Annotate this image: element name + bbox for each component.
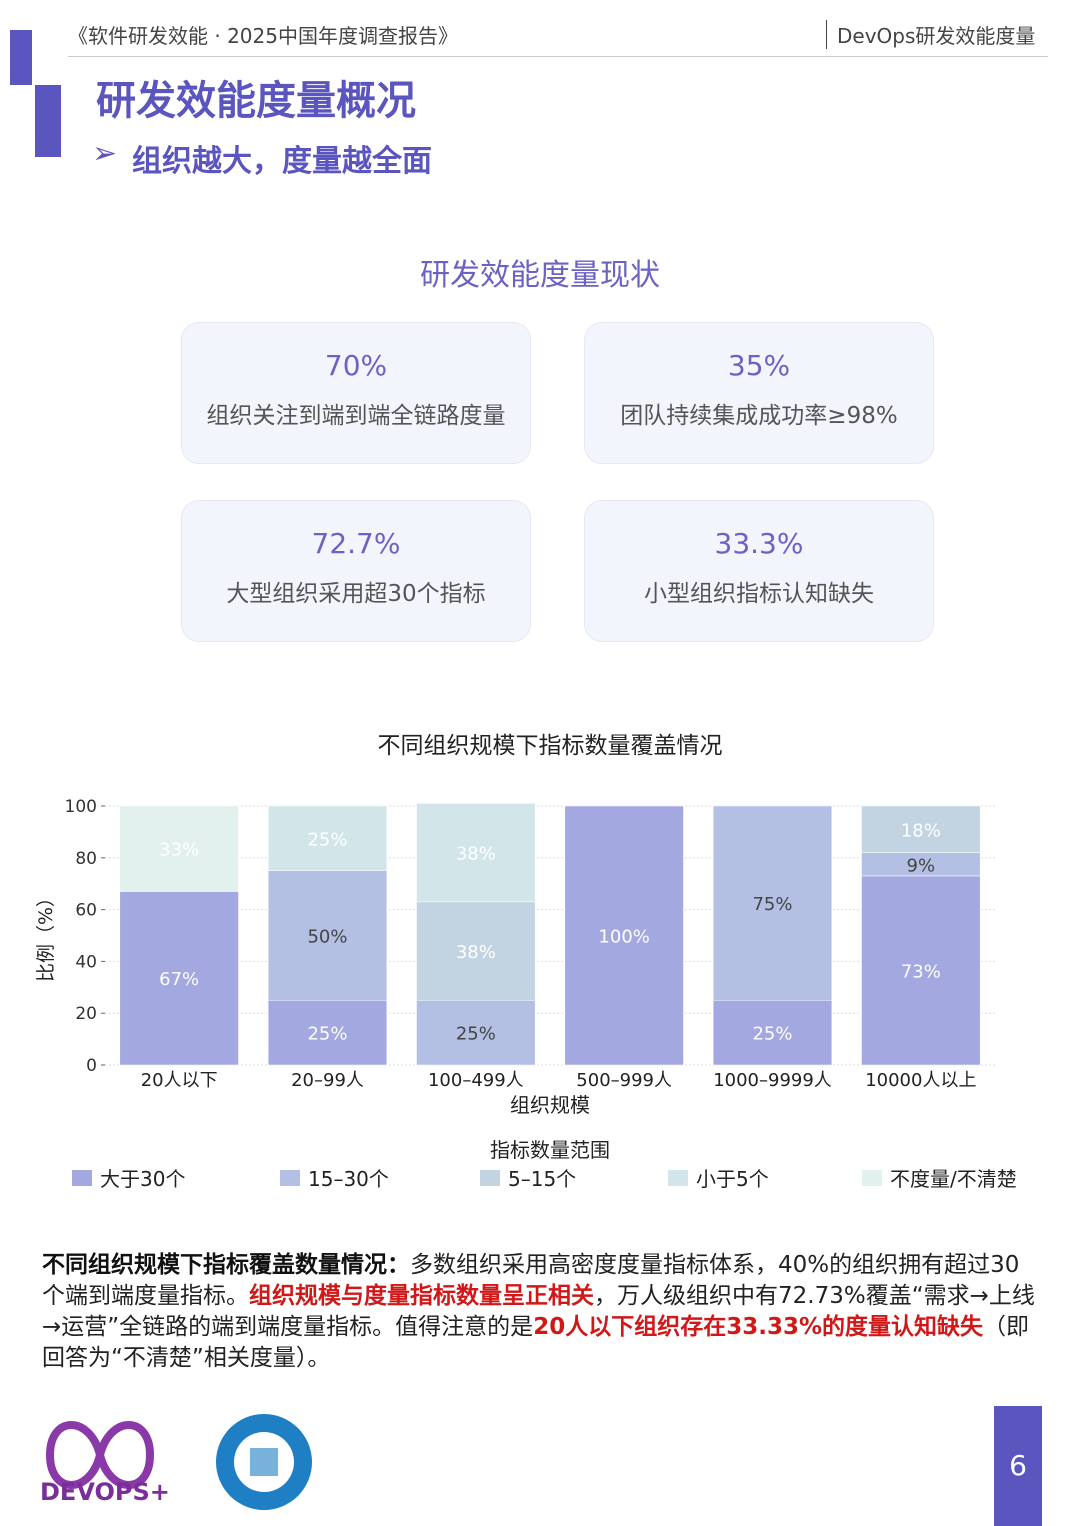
- value-label: 25%: [456, 1024, 496, 1045]
- value-label: 25%: [752, 1024, 792, 1045]
- y-tick-label: 0: [86, 1056, 97, 1076]
- x-axis-label: 组织规模: [510, 1093, 590, 1117]
- value-label: 73%: [901, 961, 941, 982]
- value-label: 33%: [159, 840, 199, 861]
- y-axis-label: 比例（%）: [35, 888, 57, 982]
- title: 研发效能度量概况: [96, 78, 416, 124]
- value-label: 50%: [307, 927, 347, 948]
- legend-swatch: [480, 1170, 500, 1186]
- logo-text: DEVOPS+: [40, 1478, 170, 1506]
- bar-segment: [267, 805, 388, 871]
- legend-swatch: [280, 1170, 300, 1186]
- stat-label: 团队持续集成成功率≥98%: [620, 403, 898, 429]
- text-run: 多数组织采用高密度度量指标体系，40%的组织拥有超过30个端到端度量指标。: [42, 1252, 1020, 1309]
- seal-logo: [216, 1414, 312, 1510]
- value-label: 18%: [901, 820, 941, 841]
- value-label: 75%: [752, 894, 792, 915]
- header-section: DevOps研发效能度量: [826, 20, 1035, 49]
- bar-segment: [416, 1000, 536, 1066]
- text-run: 不同组织规模下指标覆盖数量情况：: [42, 1252, 410, 1278]
- stat-card: 33.3% 小型组织指标认知缺失: [584, 500, 934, 642]
- x-tick-label: 20人以下: [141, 1070, 218, 1091]
- decor: [10, 30, 32, 85]
- x-tick-label: 20–99人: [291, 1070, 364, 1091]
- bar-segment: [861, 805, 981, 853]
- bar-segment: [712, 1000, 833, 1066]
- y-tick-label: 80: [75, 849, 97, 869]
- bar-segment: [119, 805, 239, 892]
- stat-value: 33.3%: [714, 527, 804, 560]
- text-run: ，万人级组织中有72.73%覆盖“需求→上线→运营”全链路的端到端度量指标。值得…: [42, 1283, 1035, 1340]
- stat-card: 35% 团队持续集成成功率≥98%: [584, 322, 934, 464]
- stat-card: 72.7% 大型组织采用超30个指标: [181, 500, 531, 642]
- y-tick-label: 60: [75, 901, 97, 921]
- legend-label: 5–15个: [508, 1167, 576, 1191]
- legend-label: 15–30个: [308, 1167, 389, 1191]
- decor: [35, 85, 61, 157]
- stat-value: 72.7%: [311, 527, 401, 560]
- rule: [68, 56, 1048, 57]
- header-report: 《软件研发效能 · 2025中国年度调查报告》: [68, 24, 458, 48]
- value-label: 38%: [456, 942, 496, 963]
- value-label: 67%: [159, 969, 199, 990]
- bar-segment: [861, 875, 981, 1066]
- legend-label: 小于5个: [696, 1167, 769, 1191]
- stat-label: 大型组织采用超30个指标: [226, 581, 486, 607]
- page-number: 6: [994, 1406, 1042, 1526]
- text-run: （即回答为“不清楚”相关度量）。: [42, 1314, 1029, 1371]
- x-tick-label: 100–499人: [428, 1070, 524, 1091]
- arrow: ➢: [92, 136, 118, 171]
- x-tick-label: 1000–9999人: [713, 1070, 832, 1091]
- y-tick-label: 40: [75, 952, 97, 972]
- section-title: 研发效能度量现状: [420, 258, 660, 293]
- value-label: 25%: [307, 1024, 347, 1045]
- bar-segment: [416, 803, 536, 903]
- value-label: 100%: [598, 927, 649, 948]
- bar-segment: [712, 805, 833, 1001]
- bar-segment: [564, 805, 684, 1066]
- stat-value: 70%: [324, 349, 388, 382]
- bar-segment: [416, 901, 536, 1001]
- chart: 不同组织规模下指标数量覆盖情况 比例（%） 组织规模 指标数量范围 0 20 40 6…: [35, 733, 1017, 1191]
- y-tick-label: 100: [65, 797, 97, 817]
- legend-label: 大于30个: [100, 1167, 185, 1191]
- legend-label: 不度量/不清楚: [890, 1167, 1017, 1191]
- bar-segment: [267, 870, 388, 1001]
- stat-label: 小型组织指标认知缺失: [644, 581, 874, 607]
- legend-title: 指标数量范围: [490, 1138, 610, 1162]
- paragraph: 不同组织规模下指标覆盖数量情况：多数组织采用高密度度量指标体系，40%的组织拥有…: [42, 1250, 1042, 1374]
- bar-segment: [119, 891, 239, 1066]
- subtitle: 组织越大，度量越全面: [132, 144, 432, 179]
- x-tick-label: 500–999人: [576, 1070, 672, 1091]
- devops-logo: DEVOPS+: [40, 1421, 170, 1506]
- legend-swatch: [862, 1170, 882, 1186]
- stat-label: 组织关注到端到端全链路度量: [206, 403, 506, 429]
- y-tick-label: 20: [75, 1004, 97, 1024]
- text-run: 组织规模与度量指标数量呈正相关: [249, 1283, 594, 1309]
- x-tick-label: 10000人以上: [865, 1070, 976, 1091]
- value-label: 25%: [307, 829, 347, 850]
- chart-title: 不同组织规模下指标数量覆盖情况: [378, 733, 723, 759]
- value-label: 38%: [456, 844, 496, 865]
- stat-value: 35%: [727, 349, 791, 382]
- legend-swatch: [668, 1170, 688, 1186]
- value-label: 9%: [907, 855, 936, 876]
- text-run: 20人以下组织存在33.33%的度量认知缺失: [533, 1314, 983, 1340]
- legend-swatch: [72, 1170, 92, 1186]
- stat-card: 70% 组织关注到端到端全链路度量: [181, 322, 531, 464]
